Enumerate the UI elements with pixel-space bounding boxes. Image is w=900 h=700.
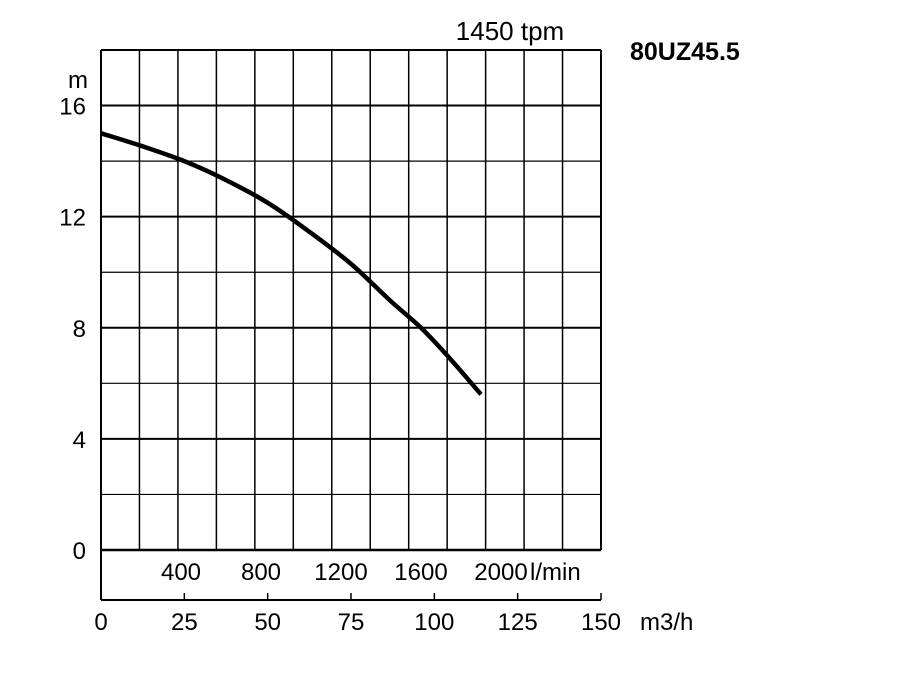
series-line — [100, 131, 483, 396]
y-tick-label: 12 — [59, 205, 86, 232]
x2-tick-label: 1600 — [394, 559, 447, 586]
y-tick-label: 4 — [73, 427, 86, 454]
y-axis-label: m — [68, 67, 88, 94]
x2-tick-label: 800 — [241, 559, 281, 586]
y-tick-label: 8 — [73, 316, 86, 343]
x2-tick-label: 1200 — [314, 559, 367, 586]
x-tick-label: 75 — [338, 609, 365, 636]
x-tick-label: 0 — [94, 609, 107, 636]
x-secondary-unit-label: l/min — [530, 559, 581, 586]
x-primary-unit-label: m3/h — [640, 609, 693, 636]
y-tick-label: 0 — [73, 538, 86, 565]
chart-subtitle: 1450 tpm — [456, 16, 564, 46]
x-tick-label: 150 — [581, 609, 621, 636]
grid — [100, 49, 602, 601]
x-tick-label: 25 — [171, 609, 198, 636]
x2-tick-label: 400 — [161, 559, 201, 586]
y-tick-label: 16 — [59, 94, 86, 121]
tick-labels: 0 25 50 75 100 125 150 0 4 8 12 16 400 800 1200 1600 200… — [59, 94, 621, 636]
x-tick-label: 125 — [498, 609, 538, 636]
chart-title: 80UZ45.5 — [630, 38, 740, 66]
x-tick-label: 50 — [254, 609, 281, 636]
x2-tick-label: 2000 — [474, 559, 527, 586]
x-tick-label: 100 — [414, 609, 454, 636]
